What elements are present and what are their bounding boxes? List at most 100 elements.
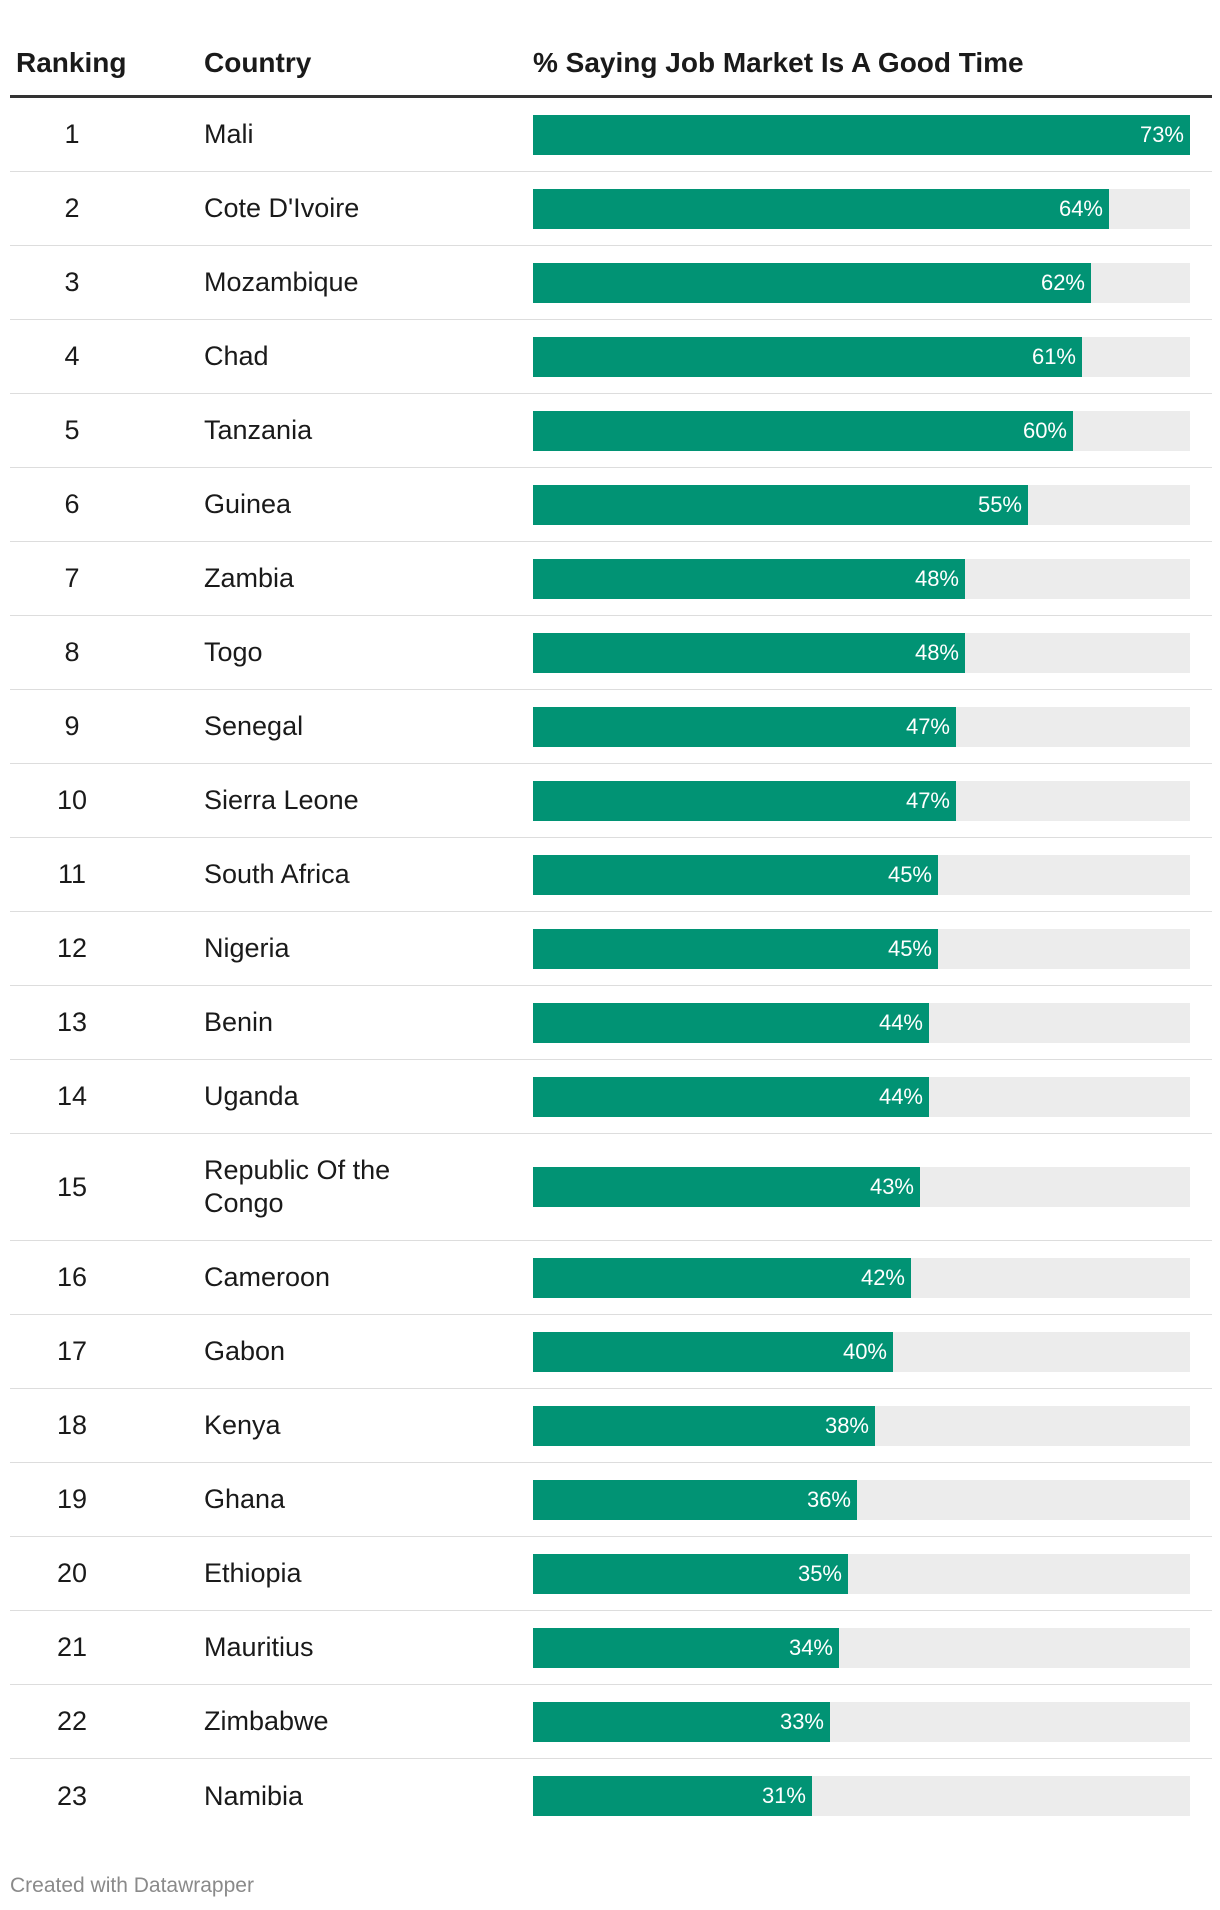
bar-fill: 42% <box>533 1257 911 1298</box>
bar-cell: 60% <box>523 410 1212 451</box>
bar-fill: 48% <box>533 558 965 599</box>
rank-cell: 14 <box>10 1081 200 1112</box>
rank-cell: 19 <box>10 1484 200 1515</box>
table-row: 15 Republic Of the Congo 43% <box>10 1134 1212 1241</box>
bar-fill: 45% <box>533 928 938 969</box>
bar-fill: 36% <box>533 1479 857 1520</box>
bar-track: 31% <box>533 1776 1190 1816</box>
bar-track: 62% <box>533 262 1190 303</box>
rank-value: 5 <box>64 415 80 445</box>
bar-track: 38% <box>533 1405 1190 1446</box>
table-row: 8 Togo 48% <box>10 616 1212 690</box>
bar-track: 44% <box>533 1002 1190 1043</box>
country-name: Cote D'Ivoire <box>204 193 360 223</box>
bar-fill: 35% <box>533 1553 848 1594</box>
bar-cell: 47% <box>523 706 1212 747</box>
bar-fill: 31% <box>533 1776 812 1816</box>
bar-cell: 34% <box>523 1627 1212 1668</box>
rank-value: 4 <box>64 341 80 371</box>
bar-track: 40% <box>533 1331 1190 1372</box>
bar-fill: 48% <box>533 632 965 673</box>
rank-value: 6 <box>64 489 80 519</box>
bar-fill: 61% <box>533 336 1082 377</box>
rank-cell: 17 <box>10 1336 200 1367</box>
country-name: Togo <box>204 637 263 667</box>
bar-track: 55% <box>533 484 1190 525</box>
table-row: 14 Uganda 44% <box>10 1060 1212 1134</box>
rank-value: 1 <box>64 119 80 149</box>
rank-value: 17 <box>56 1336 88 1366</box>
rank-value: 12 <box>56 933 88 963</box>
bar-track: 34% <box>533 1627 1190 1668</box>
bar-fill: 44% <box>533 1076 929 1117</box>
rank-cell: 23 <box>10 1781 200 1812</box>
bar-fill: 55% <box>533 484 1028 525</box>
bar-fill: 44% <box>533 1002 929 1043</box>
header-ranking[interactable]: Ranking <box>16 46 127 78</box>
table-row: 5 Tanzania 60% <box>10 394 1212 468</box>
table-row: 16 Cameroon 42% <box>10 1241 1212 1315</box>
bar-value-label: 38% <box>824 1412 869 1438</box>
table-row: 11 South Africa 45% <box>10 838 1212 912</box>
country-name: Mozambique <box>204 267 359 297</box>
bar-cell: 44% <box>523 1002 1212 1043</box>
rank-value: 22 <box>56 1706 88 1736</box>
table-row: 22 Zimbabwe 33% <box>10 1685 1212 1759</box>
bar-fill: 40% <box>533 1331 893 1372</box>
bar-value-label: 33% <box>779 1708 824 1734</box>
table-row: 7 Zambia 48% <box>10 542 1212 616</box>
bar-fill: 38% <box>533 1405 875 1446</box>
bar-value-label: 36% <box>806 1486 851 1512</box>
country-name: Namibia <box>204 1780 304 1811</box>
table-row: 23 Namibia 31% <box>10 1759 1212 1833</box>
rank-cell: 18 <box>10 1410 200 1441</box>
bar-fill: 34% <box>533 1627 839 1668</box>
table-row: 19 Ghana 36% <box>10 1463 1212 1537</box>
country-name: Nigeria <box>204 933 290 963</box>
country-name: Benin <box>204 1007 274 1037</box>
country-name: Republic Of the Congo <box>204 1155 391 1218</box>
table-row: 21 Mauritius 34% <box>10 1611 1212 1685</box>
table-row: 1 Mali 73% <box>10 98 1212 172</box>
rank-cell: 21 <box>10 1632 200 1663</box>
bar-value-label: 45% <box>887 861 932 887</box>
rank-value: 19 <box>56 1484 88 1514</box>
header-percent[interactable]: % Saying Job Market Is A Good Time <box>533 46 1024 78</box>
rank-value: 21 <box>56 1632 88 1662</box>
bar-track: 48% <box>533 632 1190 673</box>
country-name: Zambia <box>204 563 295 593</box>
bar-cell: 55% <box>523 484 1212 525</box>
bar-value-label: 42% <box>860 1264 905 1290</box>
rank-value: 16 <box>56 1262 88 1292</box>
bar-value-label: 44% <box>878 1009 923 1035</box>
bar-track: 61% <box>533 336 1190 377</box>
header-country[interactable]: Country <box>204 46 312 78</box>
bar-fill: 73% <box>533 114 1190 155</box>
bar-fill: 43% <box>533 1167 920 1207</box>
table-row: 17 Gabon 40% <box>10 1315 1212 1389</box>
rank-value: 15 <box>56 1171 88 1202</box>
rank-cell: 7 <box>10 563 200 594</box>
table-row: 18 Kenya 38% <box>10 1389 1212 1463</box>
bar-value-label: 47% <box>905 713 950 739</box>
rank-cell: 16 <box>10 1262 200 1293</box>
rank-value: 9 <box>64 711 80 741</box>
bar-cell: 62% <box>523 262 1212 303</box>
bar-cell: 33% <box>523 1701 1212 1742</box>
bar-track: 36% <box>533 1479 1190 1520</box>
rank-value: 13 <box>56 1007 88 1037</box>
bar-value-label: 47% <box>905 787 950 813</box>
bar-track: 35% <box>533 1553 1190 1594</box>
table-row: 13 Benin 44% <box>10 986 1212 1060</box>
bar-fill: 33% <box>533 1701 830 1742</box>
table-row: 6 Guinea 55% <box>10 468 1212 542</box>
bar-cell: 43% <box>523 1167 1212 1207</box>
bar-value-label: 45% <box>887 935 932 961</box>
rank-cell: 12 <box>10 933 200 964</box>
bar-value-label: 48% <box>914 565 959 591</box>
bar-fill: 45% <box>533 854 938 895</box>
rank-value: 3 <box>64 267 80 297</box>
bar-cell: 48% <box>523 558 1212 599</box>
bar-value-label: 34% <box>788 1634 833 1660</box>
bar-track: 42% <box>533 1257 1190 1298</box>
